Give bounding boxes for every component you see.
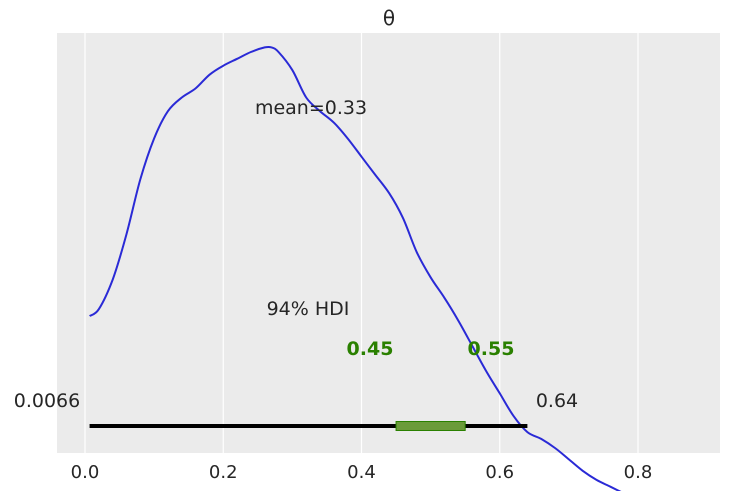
x-tick-label: 0.0 <box>71 462 100 483</box>
interquartile-bar <box>395 421 466 431</box>
x-tick-label: 0.2 <box>209 462 238 483</box>
hdi-high-label: 0.64 <box>536 390 578 412</box>
hdi-label: 94% HDI <box>267 298 350 320</box>
hdi-low-label: 0.0066 <box>14 390 80 412</box>
grid-lines <box>84 33 639 453</box>
plot-area <box>57 33 720 453</box>
x-tick-label: 0.6 <box>485 462 514 483</box>
quartile-high-label: 0.55 <box>468 338 515 360</box>
quartile-low-label: 0.45 <box>347 338 394 360</box>
mean-label: mean=0.33 <box>255 97 367 119</box>
x-axis-ticks: 0.0 0.2 0.4 0.6 0.8 <box>71 462 653 483</box>
x-tick-label: 0.8 <box>624 462 653 483</box>
density-curve <box>89 45 630 495</box>
chart-title: θ <box>383 6 395 30</box>
x-tick-label: 0.4 <box>347 462 376 483</box>
